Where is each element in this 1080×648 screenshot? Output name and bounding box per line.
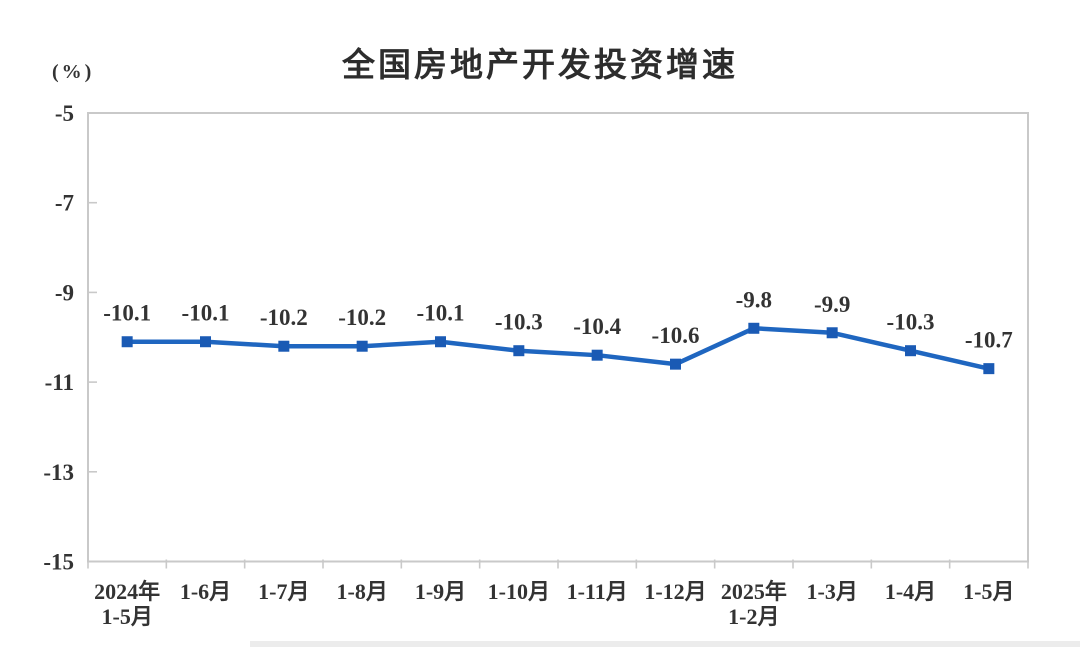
x-axis-label: 1-4月 bbox=[885, 579, 936, 604]
data-point-marker bbox=[435, 336, 446, 348]
x-axis-label: 1-9月 bbox=[415, 579, 466, 604]
data-point-label: -10.4 bbox=[573, 314, 621, 339]
data-point-label: -10.3 bbox=[887, 310, 935, 335]
data-point-label: -10.2 bbox=[338, 305, 386, 330]
x-axis-label: 1-11月 bbox=[567, 579, 628, 604]
y-axis-tick-label: -9 bbox=[55, 280, 74, 305]
plot-border bbox=[87, 112, 1029, 563]
bottom-page-edge bbox=[250, 641, 1080, 647]
data-point-marker bbox=[591, 349, 603, 361]
data-point-label: -9.8 bbox=[736, 287, 772, 312]
x-axis-label: 1-3月 bbox=[807, 579, 858, 604]
data-point-label: -10.2 bbox=[260, 305, 308, 330]
x-axis-label: 1-8月 bbox=[337, 579, 388, 604]
x-axis-label: 1-12月 bbox=[644, 579, 706, 604]
data-point-marker bbox=[748, 322, 760, 334]
x-axis-label: 1-5月 bbox=[963, 579, 1014, 604]
x-axis-label: 2024年 bbox=[94, 579, 160, 604]
chart-title: 全国房地产开发投资增速 bbox=[342, 46, 738, 83]
y-axis-tick-label: -13 bbox=[43, 460, 74, 485]
y-axis-unit-label: (%) bbox=[52, 61, 95, 83]
y-axis-tick-label: -7 bbox=[55, 191, 74, 216]
data-point-marker bbox=[121, 336, 133, 348]
y-axis-tick-label: -15 bbox=[43, 550, 74, 575]
data-point-label: -9.9 bbox=[814, 292, 850, 317]
data-point-marker bbox=[983, 363, 995, 375]
y-axis-tick-label: -11 bbox=[45, 370, 74, 395]
x-axis-label: 1-10月 bbox=[488, 579, 550, 604]
data-point-marker bbox=[826, 327, 838, 339]
data-point-label: -10.7 bbox=[965, 328, 1013, 353]
x-axis-label: 2025年 bbox=[721, 579, 787, 604]
data-point-marker bbox=[905, 345, 916, 357]
data-point-label: -10.1 bbox=[103, 301, 151, 326]
x-axis-label: 1-6月 bbox=[180, 579, 231, 604]
data-point-marker bbox=[278, 340, 290, 352]
data-point-label: -10.1 bbox=[417, 301, 465, 326]
series-line bbox=[124, 326, 992, 371]
data-point-label: -10.3 bbox=[495, 310, 543, 335]
x-axis-label: 1-5月 bbox=[102, 604, 153, 629]
data-point-marker bbox=[670, 358, 681, 370]
data-point-marker bbox=[513, 345, 525, 357]
x-axis-label: 1-2月 bbox=[728, 604, 779, 629]
data-point-marker bbox=[200, 336, 211, 348]
data-point-marker bbox=[356, 340, 368, 352]
data-point-label: -10.1 bbox=[182, 301, 230, 326]
x-axis-label: 1-7月 bbox=[258, 579, 309, 604]
data-point-label: -10.6 bbox=[652, 323, 700, 348]
y-axis-tick-label: -5 bbox=[55, 101, 74, 126]
